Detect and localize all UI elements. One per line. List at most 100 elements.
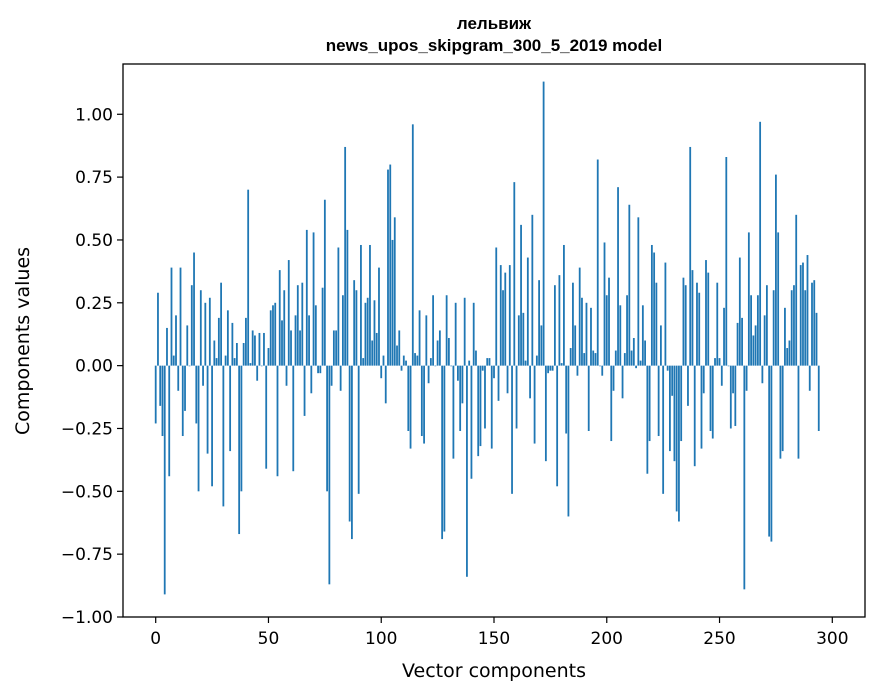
bar (700, 365, 703, 449)
bar (635, 365, 637, 369)
y-axis-ticks: −1.00 −0.75 −0.50 −0.25 0.00 0.25 0.50 0.75 1.00 (61, 105, 123, 628)
bar (495, 247, 498, 366)
bar (556, 365, 559, 487)
bar (400, 365, 403, 371)
bar (759, 121, 762, 366)
bar (477, 365, 480, 457)
bar (396, 345, 398, 366)
bar (551, 365, 554, 371)
bar (373, 300, 376, 366)
bar (303, 365, 306, 416)
bar (161, 365, 164, 437)
bar (603, 242, 606, 366)
bar (621, 365, 624, 399)
bar (305, 229, 308, 366)
bar (154, 365, 157, 424)
bar (678, 365, 680, 522)
bar (508, 265, 511, 366)
bar (484, 365, 486, 429)
bar (272, 305, 274, 366)
bar (382, 355, 385, 366)
bar (533, 365, 536, 444)
bar (540, 325, 543, 366)
bar (179, 267, 182, 366)
bar (664, 262, 667, 366)
bar (727, 365, 730, 367)
bar (644, 340, 646, 366)
plot-frame (122, 63, 866, 618)
bar (490, 365, 493, 449)
bar (308, 315, 310, 366)
bar (669, 365, 671, 452)
bar (423, 365, 425, 444)
bar (233, 358, 236, 366)
bar (811, 282, 813, 366)
bar (705, 260, 707, 366)
bar (511, 365, 513, 494)
bar (535, 355, 538, 366)
bar (258, 332, 261, 366)
y-tick-label: 0.00 (75, 357, 113, 377)
bar (770, 365, 773, 542)
bar (711, 365, 714, 439)
bar (208, 297, 211, 366)
bar (213, 340, 216, 366)
bar (691, 270, 694, 366)
bar (375, 332, 378, 366)
bar (314, 305, 317, 366)
bar (650, 244, 653, 366)
bar (553, 285, 556, 366)
bar (157, 292, 159, 366)
bar (680, 365, 683, 442)
bar (729, 365, 732, 429)
bar (799, 265, 802, 366)
bar (481, 365, 484, 371)
bar (211, 365, 213, 487)
bar (779, 365, 782, 459)
bar (714, 358, 716, 366)
y-tick-label: −0.25 (61, 419, 113, 439)
bar (206, 365, 209, 454)
bar (655, 282, 658, 366)
bar (786, 348, 789, 366)
bar (175, 315, 177, 366)
bar (231, 322, 234, 366)
bar (781, 365, 784, 452)
bar (682, 277, 685, 366)
bar (459, 365, 462, 431)
bar (429, 358, 432, 366)
bar (387, 169, 389, 366)
bar (605, 295, 608, 366)
bar (623, 353, 626, 366)
bar (226, 310, 229, 366)
bar (454, 302, 457, 366)
bar (186, 325, 189, 366)
bar (391, 239, 394, 366)
bar (585, 302, 588, 366)
bar (398, 330, 401, 366)
bar (718, 358, 721, 366)
bar (513, 182, 516, 366)
bar (420, 365, 423, 437)
bar (188, 365, 191, 367)
bar (736, 322, 739, 366)
bar (817, 365, 820, 431)
bar (709, 365, 712, 431)
bar (294, 315, 297, 366)
bar (637, 217, 640, 366)
bar (653, 252, 656, 366)
bar (479, 365, 482, 447)
bar (612, 365, 615, 391)
bar (163, 365, 166, 595)
bar (215, 358, 218, 366)
bar (502, 290, 504, 366)
bar (450, 365, 453, 367)
chart-subtitle: news_upos_skipgram_300_5_2019 model (326, 36, 662, 55)
bar (378, 267, 380, 366)
chart-title: лельвиж (457, 14, 532, 33)
bar (488, 358, 491, 366)
bar (254, 335, 256, 366)
bar (438, 330, 441, 366)
bar (269, 310, 272, 366)
bar (756, 295, 759, 366)
